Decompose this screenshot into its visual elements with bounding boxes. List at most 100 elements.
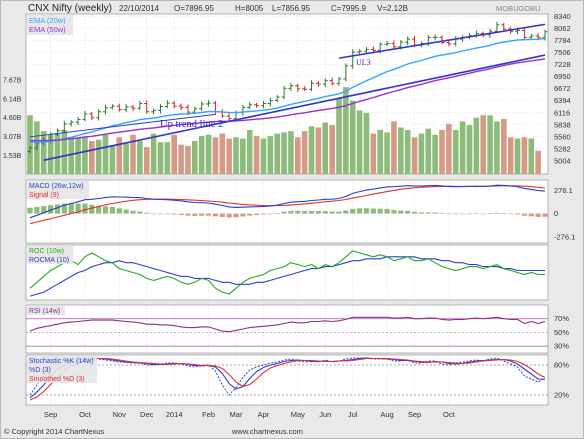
price-y-tick: 8340	[554, 12, 571, 21]
x-tick-apr: Apr	[258, 410, 270, 419]
x-tick-labels: Sep Oct Nov Dec 2014 Feb Mar Apr May Jun Jul Aug Sep…	[44, 410, 456, 419]
volume-bar	[315, 127, 322, 174]
stochastic-legend: Stochastic %K (14w) %D (3) Smoothed %D (…	[27, 356, 97, 383]
volume-bar	[205, 134, 212, 174]
macd-histogram-bar	[75, 203, 81, 214]
price-y-tick: 5282	[554, 144, 571, 153]
volume-bar	[288, 131, 294, 174]
trendline-label-2: Up trend line 2	[160, 119, 223, 130]
x-tick-2014: 2014	[166, 410, 183, 419]
volume-bar	[246, 129, 253, 174]
volume-bar	[343, 87, 349, 174]
volume-bar	[198, 136, 205, 174]
volume-bar	[102, 134, 109, 174]
price-y-tick: 7506	[554, 48, 571, 57]
legend-stoch-d: %D (3)	[29, 367, 51, 374]
volume-bar	[123, 143, 129, 174]
macd-histogram-bar	[466, 213, 473, 215]
volume-bar	[329, 125, 335, 174]
volume-y-tick: 7.67B	[3, 78, 22, 85]
x-tick-oct: Oct	[443, 410, 456, 419]
macd-histogram-bar	[432, 212, 438, 214]
price-candles	[27, 21, 548, 154]
macd-histogram-bar	[123, 209, 129, 214]
legend-roc: ROC (10w)	[29, 248, 64, 255]
macd-histogram-bar	[102, 206, 109, 214]
volume-bar	[47, 134, 54, 174]
macd-histogram-bar	[411, 211, 418, 214]
macd-histogram-bar	[61, 203, 67, 214]
macd-histogram-bar	[41, 206, 47, 214]
volume-bar	[480, 115, 486, 174]
macd-histogram-bar	[308, 210, 315, 214]
legend-macd: MACD (26w,12w)	[29, 183, 83, 190]
copyright: © Copyright 2014 ChartNexus	[4, 427, 104, 436]
volume-bar	[418, 133, 425, 174]
price-legend: EMA (20w) EMA (50w)	[27, 15, 73, 35]
volume-bar	[260, 138, 267, 174]
macd-histogram-bar	[82, 203, 88, 214]
volume-bar	[514, 138, 521, 174]
site-url: www.chartnexus.com	[231, 427, 303, 436]
volume-bar	[281, 132, 287, 174]
macd-histogram-bar	[473, 213, 479, 215]
x-tick-aug: Aug	[380, 410, 393, 419]
macd-histogram-bar	[212, 213, 218, 217]
volume-bar	[404, 129, 411, 174]
volume-y-tick: 4.60B	[3, 115, 22, 122]
macd-histogram-bar	[494, 212, 500, 214]
trend-line-1	[29, 113, 216, 138]
macd-histogram-bar	[54, 204, 61, 214]
macd-histogram-bar	[322, 211, 328, 214]
macd-histogram-bar	[453, 213, 459, 215]
legend-rocma: ROCMA (10)	[29, 257, 69, 264]
macd-histogram-bar	[109, 206, 115, 214]
macd-histogram-bar	[34, 206, 40, 214]
volume-bar	[89, 140, 95, 174]
macd-histogram-bar	[398, 210, 404, 214]
macd-histogram-bar	[164, 213, 170, 215]
macd-histogram-bar	[343, 210, 349, 214]
price-y-tick: 6116	[554, 108, 570, 117]
macd-histogram-bar	[446, 213, 452, 215]
macd-histogram-bar	[302, 211, 308, 214]
volume-bar	[150, 133, 157, 174]
macd-histogram-bar	[137, 211, 143, 214]
volume-bar	[398, 127, 404, 174]
macd-histogram-bar	[336, 211, 342, 214]
legend-ema20: EMA (20w)	[29, 16, 66, 25]
macd-histogram-bar	[405, 210, 411, 214]
volume-bar	[157, 142, 164, 174]
volume-bar	[384, 132, 390, 174]
volume-y-tick: 6.14B	[3, 96, 22, 103]
volume-bar	[192, 140, 198, 174]
volume-bar	[439, 129, 445, 174]
macd-y-tick: 276.1	[554, 186, 573, 195]
volume-bar	[473, 117, 480, 174]
macd-histogram-bar	[219, 213, 225, 217]
macd-histogram-bar	[357, 208, 363, 214]
volume-bar	[487, 115, 493, 174]
stoch-y-tick: 80%	[554, 361, 569, 370]
rsi-y-tick: 30%	[554, 342, 569, 351]
volume-bar	[137, 140, 143, 174]
volume-bar	[40, 131, 47, 174]
x-tick-dec: Dec	[140, 410, 154, 419]
x-tick-nov: Nov	[113, 410, 127, 419]
rocma-line	[29, 256, 545, 297]
volume-bar	[253, 136, 260, 174]
x-tick-feb: Feb	[202, 410, 215, 419]
roc-line	[29, 250, 545, 295]
macd-histogram-bar	[425, 212, 431, 214]
macd-histogram-bar	[542, 213, 548, 217]
macd-histogram-bar	[439, 213, 445, 214]
volume-bar	[95, 139, 102, 174]
macd-histogram-bar	[363, 208, 370, 214]
macd-histogram-bar	[315, 211, 321, 214]
x-tick-mar: Mar	[230, 410, 243, 419]
macd-histogram-bar	[281, 211, 287, 214]
volume-bar	[27, 115, 33, 174]
macd-histogram-bar	[514, 213, 521, 215]
volume-bar	[535, 150, 541, 174]
volume-bar	[411, 137, 418, 174]
